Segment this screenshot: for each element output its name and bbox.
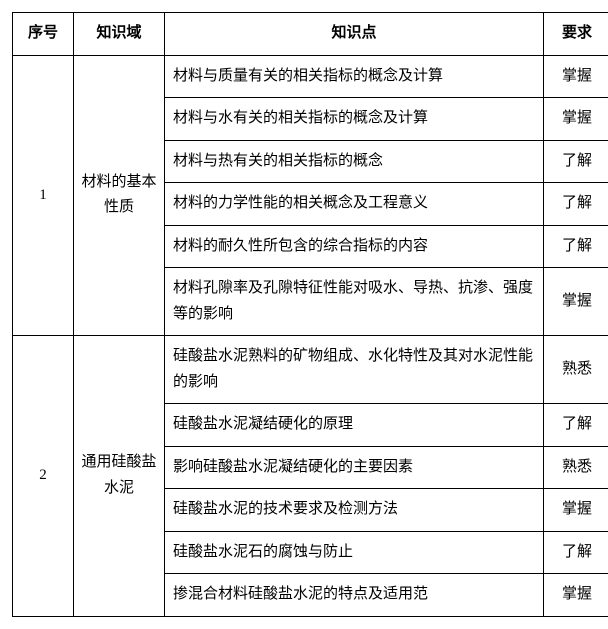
- domain-cell: 材料的基本性质: [74, 55, 165, 336]
- point-cell: 硅酸盐水泥凝结硬化的原理: [165, 404, 544, 447]
- table-row: 2 通用硅酸盐水泥 硅酸盐水泥熟料的矿物组成、水化特性及其对水泥性能的影响 熟悉: [13, 336, 608, 404]
- req-cell: 掌握: [544, 98, 608, 141]
- point-cell: 影响硅酸盐水泥凝结硬化的主要因素: [165, 446, 544, 489]
- req-cell: 掌握: [544, 268, 608, 336]
- req-cell: 了解: [544, 225, 608, 268]
- req-cell: 掌握: [544, 574, 608, 617]
- point-cell: 材料与水有关的相关指标的概念及计算: [165, 98, 544, 141]
- point-cell: 材料的力学性能的相关概念及工程意义: [165, 183, 544, 226]
- req-cell: 了解: [544, 183, 608, 226]
- point-cell: 材料的耐久性所包含的综合指标的内容: [165, 225, 544, 268]
- table-header-row: 序号 知识域 知识点 要求: [13, 13, 608, 56]
- point-cell: 掺混合材料硅酸盐水泥的特点及适用范: [165, 574, 544, 617]
- knowledge-table: 序号 知识域 知识点 要求 1 材料的基本性质 材料与质量有关的相关指标的概念及…: [12, 12, 608, 617]
- header-point: 知识点: [165, 13, 544, 56]
- seq-cell: 2: [13, 336, 74, 617]
- header-req: 要求: [544, 13, 608, 56]
- req-cell: 掌握: [544, 55, 608, 98]
- point-cell: 硅酸盐水泥石的腐蚀与防止: [165, 531, 544, 574]
- point-cell: 硅酸盐水泥熟料的矿物组成、水化特性及其对水泥性能的影响: [165, 336, 544, 404]
- header-seq: 序号: [13, 13, 74, 56]
- domain-cell: 通用硅酸盐水泥: [74, 336, 165, 617]
- seq-cell: 1: [13, 55, 74, 336]
- req-cell: 熟悉: [544, 446, 608, 489]
- req-cell: 熟悉: [544, 336, 608, 404]
- req-cell: 掌握: [544, 489, 608, 532]
- table-row: 1 材料的基本性质 材料与质量有关的相关指标的概念及计算 掌握: [13, 55, 608, 98]
- point-cell: 材料孔隙率及孔隙特征性能对吸水、导热、抗渗、强度等的影响: [165, 268, 544, 336]
- header-domain: 知识域: [74, 13, 165, 56]
- req-cell: 了解: [544, 531, 608, 574]
- req-cell: 了解: [544, 140, 608, 183]
- point-cell: 材料与质量有关的相关指标的概念及计算: [165, 55, 544, 98]
- req-cell: 了解: [544, 404, 608, 447]
- point-cell: 材料与热有关的相关指标的概念: [165, 140, 544, 183]
- point-cell: 硅酸盐水泥的技术要求及检测方法: [165, 489, 544, 532]
